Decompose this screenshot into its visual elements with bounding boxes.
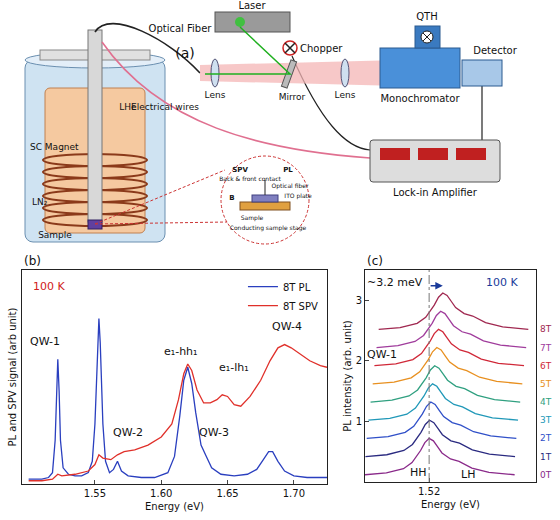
- svg-text:Mirror: Mirror: [279, 92, 306, 102]
- svg-text:PL: PL: [283, 166, 293, 174]
- svg-text:HH: HH: [410, 466, 427, 479]
- svg-text:Chopper: Chopper: [300, 43, 343, 54]
- svg-text:B: B: [229, 194, 234, 202]
- svg-text:SPV: SPV: [232, 166, 248, 174]
- svg-text:3T: 3T: [540, 415, 552, 425]
- svg-text:PL intensity (arb. unit): PL intensity (arb. unit): [342, 320, 353, 432]
- svg-text:Energy (eV): Energy (eV): [421, 499, 480, 510]
- svg-text:Back & front contact: Back & front contact: [219, 175, 281, 182]
- svg-text:ITO plate: ITO plate: [284, 192, 312, 200]
- svg-text:(b): (b): [24, 254, 41, 268]
- svg-text:Conducting sample stage: Conducting sample stage: [230, 224, 307, 232]
- svg-text:3: 3: [356, 295, 362, 306]
- svg-text:Optical Fiber: Optical Fiber: [149, 23, 213, 34]
- svg-text:100 K: 100 K: [486, 276, 518, 289]
- svg-text:QW-1: QW-1: [30, 335, 60, 348]
- svg-text:1.60: 1.60: [150, 488, 172, 499]
- svg-text:LHe: LHe: [119, 102, 137, 112]
- svg-text:1: 1: [356, 416, 362, 427]
- svg-text:Lens: Lens: [335, 90, 356, 100]
- svg-text:Detector: Detector: [473, 45, 517, 56]
- svg-text:LH: LH: [461, 468, 475, 481]
- svg-text:Lens: Lens: [205, 90, 226, 100]
- svg-text:8T: 8T: [540, 324, 552, 334]
- svg-text:SC Magnet: SC Magnet: [30, 142, 79, 152]
- svg-text:Electrical wires: Electrical wires: [131, 102, 199, 112]
- svg-text:Sample: Sample: [38, 230, 72, 240]
- svg-text:5T: 5T: [540, 379, 552, 389]
- svg-text:0T: 0T: [540, 470, 552, 480]
- svg-text:e₁-hh₁: e₁-hh₁: [164, 345, 198, 358]
- svg-text:PL and SPV signal (arb unit): PL and SPV signal (arb unit): [7, 307, 18, 446]
- svg-text:2T: 2T: [540, 433, 552, 443]
- svg-text:(a): (a): [175, 45, 195, 61]
- svg-text:1.52: 1.52: [418, 486, 440, 497]
- svg-text:100 K: 100 K: [33, 280, 65, 293]
- svg-text:8T PL: 8T PL: [283, 282, 311, 293]
- svg-text:QW-3: QW-3: [199, 426, 229, 439]
- svg-text:8T SPV: 8T SPV: [283, 301, 318, 312]
- svg-text:~3.2 meV: ~3.2 meV: [367, 276, 423, 289]
- svg-text:Optical fiber: Optical fiber: [272, 182, 309, 190]
- svg-text:QW-4: QW-4: [272, 320, 302, 333]
- svg-text:4T: 4T: [540, 397, 552, 407]
- svg-text:Lock-in Amplifier: Lock-in Amplifier: [393, 187, 478, 198]
- svg-text:LN₂: LN₂: [32, 197, 48, 207]
- svg-text:1.70: 1.70: [283, 488, 305, 499]
- svg-text:1.55: 1.55: [84, 488, 106, 499]
- svg-text:QW-2: QW-2: [113, 426, 143, 439]
- svg-text:(c): (c): [367, 254, 383, 268]
- svg-text:7T: 7T: [540, 343, 552, 353]
- svg-text:1T: 1T: [540, 452, 552, 462]
- svg-text:QW-1: QW-1: [367, 348, 397, 361]
- svg-text:Laser: Laser: [238, 0, 266, 11]
- svg-text:2: 2: [356, 355, 362, 366]
- svg-text:QTH: QTH: [416, 11, 438, 22]
- svg-text:1.65: 1.65: [216, 488, 238, 499]
- svg-text:e₁-lh₁: e₁-lh₁: [219, 361, 249, 374]
- svg-text:Sample: Sample: [241, 214, 264, 222]
- svg-text:Monochromator: Monochromator: [380, 93, 460, 104]
- svg-text:Energy (eV): Energy (eV): [145, 501, 204, 512]
- svg-text:6T: 6T: [540, 361, 552, 371]
